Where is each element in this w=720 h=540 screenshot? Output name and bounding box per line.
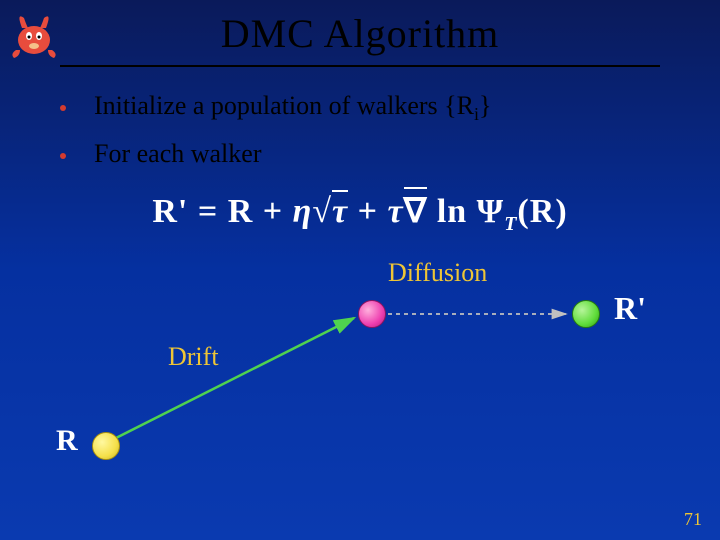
bullet-item: Initialize a population of walkers {Ri}	[60, 91, 720, 125]
node-mid	[358, 300, 386, 328]
node-rprime	[572, 300, 600, 328]
label-rprime: R'	[614, 290, 646, 327]
label-diffusion: Diffusion	[388, 258, 487, 288]
bullet-list: Initialize a population of walkers {Ri} …	[60, 91, 720, 169]
bullet-dot-icon	[60, 153, 66, 159]
title-underline	[60, 65, 660, 67]
equation-text: R' = R + η√τ + τ∇ ln ΨT(R)	[152, 193, 567, 230]
bullet-text: For each walker	[94, 139, 261, 169]
bullet-dot-icon	[60, 105, 66, 111]
node-r	[92, 432, 120, 460]
slide: DMC Algorithm Initialize a population of…	[0, 0, 720, 540]
drift-arrow	[112, 318, 354, 440]
label-r: R	[56, 424, 78, 458]
mascot-icon	[6, 6, 62, 62]
bullet-item: For each walker	[60, 139, 720, 169]
equation: R' = R + η√τ + τ∇ ln ΨT(R)	[0, 191, 720, 236]
slide-title: DMC Algorithm	[0, 0, 720, 57]
label-drift: Drift	[168, 342, 219, 372]
bullet-text: Initialize a population of walkers {Ri}	[94, 91, 491, 125]
page-number: 71	[684, 509, 702, 530]
diagram: Diffusion Drift R R'	[0, 254, 720, 464]
